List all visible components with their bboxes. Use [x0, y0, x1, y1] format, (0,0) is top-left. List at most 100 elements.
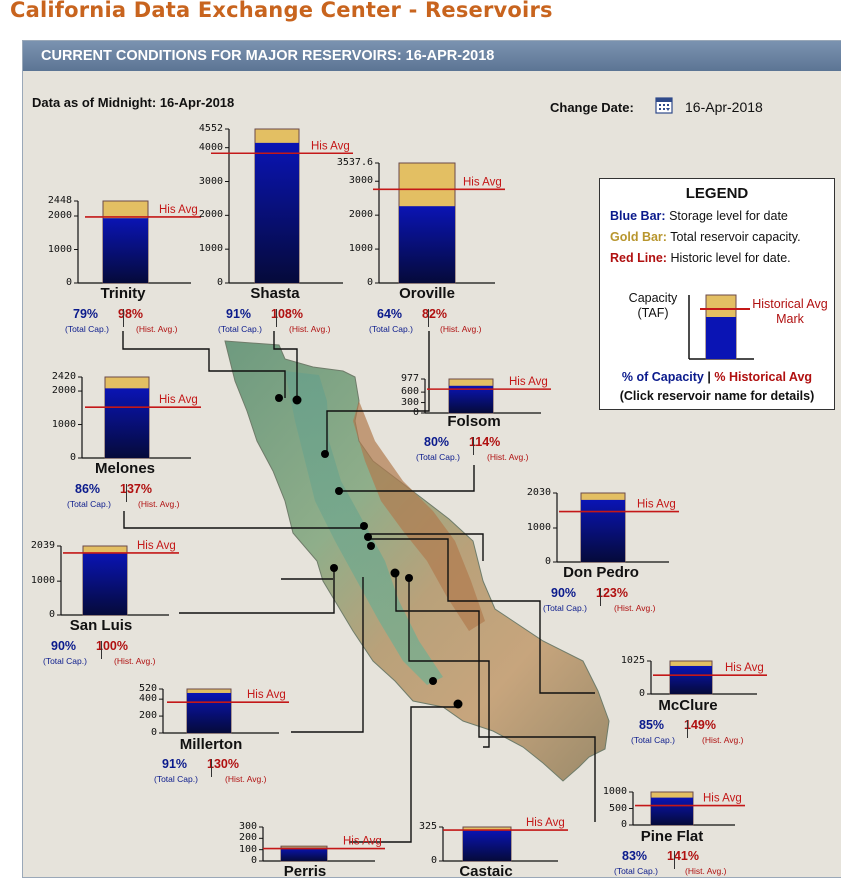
melones-total-cap-label: (Total Cap.) [67, 499, 111, 509]
perris-tick-label: 200 [238, 832, 257, 844]
castaic-name[interactable]: Castaic [459, 863, 513, 878]
castaic-chart: His Avg [439, 817, 568, 862]
mcclure-total-cap-label: (Total Cap.) [631, 735, 675, 745]
millerton-tick-label: 520 [138, 683, 157, 694]
sierra-nevada [353, 401, 485, 631]
pine-flat-tick-label: 500 [608, 802, 627, 814]
pine-flat-his-avg-label: His Avg [703, 793, 742, 805]
shasta-storage-bar [255, 142, 299, 283]
legend-title: LEGEND [685, 185, 749, 202]
folsom-tick-label: 0 [412, 407, 419, 418]
legend-percent-keys: % of Capacity | % Historical Avg [600, 370, 834, 384]
trinity-pct-capacity: 79% [73, 307, 99, 321]
san-luis-divider [101, 641, 102, 659]
melones-tick-label: 1000 [51, 418, 76, 430]
mcclure-hist-avg-label: (Hist. Avg.) [702, 735, 744, 745]
mcclure-divider [687, 720, 688, 738]
millerton-hist-avg-label: (Hist. Avg.) [225, 774, 267, 784]
castaic-his-avg-label: His Avg [526, 817, 565, 829]
mcclure-tick-label: 1025 [620, 655, 645, 666]
melones-tick-label: 2000 [51, 385, 76, 397]
oroville-storage-bar [399, 206, 455, 283]
mcclure-name[interactable]: McClure [658, 697, 718, 714]
san-luis-total-cap-label: (Total Cap.) [43, 656, 87, 666]
trinity-hist-avg-label: (Hist. Avg.) [136, 324, 178, 334]
oroville-chart: His Avg [373, 162, 505, 284]
millerton-storage-bar [187, 692, 231, 733]
oroville-name[interactable]: Oroville [399, 285, 455, 302]
millerton-pct-historical: 130% [207, 757, 239, 771]
folsom-chart: His Avg [421, 376, 551, 414]
legend-capacity-label: Capacity (TAF) [628, 291, 678, 320]
california-map: His Avg His Avg His Avg His Avg His Avg His A… [57, 128, 767, 862]
folsom-hist-avg-label: (Hist. Avg.) [487, 452, 529, 462]
data-as-of: Data as of Midnight: 16-Apr-2018 [32, 95, 235, 110]
oroville-total-cap-label: (Total Cap.) [369, 324, 413, 334]
san-luis-tick-label: 2039 [30, 540, 55, 551]
melones-storage-bar [105, 388, 149, 458]
don-pedro-tick-label: 2030 [526, 487, 551, 498]
trinity-tick-label: 1000 [47, 243, 72, 255]
legend-pct-capacity: % of Capacity [621, 370, 704, 384]
legend-gold-key: Gold Bar: [610, 230, 667, 244]
mcclure-pct-historical: 149% [684, 718, 716, 732]
folsom-his-avg-label: His Avg [509, 376, 548, 388]
melones-hist-avg-label: (Hist. Avg.) [138, 499, 180, 509]
shasta-tick-label: 1000 [198, 243, 223, 255]
folsom-tick-label: 977 [400, 373, 419, 384]
shasta-name[interactable]: Shasta [250, 285, 300, 302]
perris-name[interactable]: Perris [283, 863, 327, 878]
don-pedro-pct-capacity: 90% [551, 586, 577, 600]
perris-tick-label: 100 [238, 843, 257, 855]
perris-chart: His Avg [259, 826, 385, 862]
legend-sample-bar [688, 294, 754, 360]
pine-flat-tick-label: 0 [620, 819, 627, 830]
san-luis-hist-avg-label: (Hist. Avg.) [114, 656, 156, 666]
folsom-name[interactable]: Folsom [447, 413, 501, 430]
calendar-icon[interactable] [655, 96, 673, 114]
san-luis-tick-label: 0 [48, 609, 55, 620]
trinity-storage-bar [103, 218, 148, 283]
shasta-tick-label: 3000 [198, 175, 223, 187]
pine-flat-total-cap-label: (Total Cap.) [614, 866, 658, 876]
melones-his-avg-label: His Avg [159, 394, 198, 406]
legend-blue-row: Blue Bar: Storage level for date [610, 209, 788, 223]
melones-name[interactable]: Melones [94, 460, 156, 477]
oroville-divider [428, 309, 429, 327]
shasta-total-cap-label: (Total Cap.) [218, 324, 262, 334]
trinity-pct-historical: 98% [118, 307, 144, 321]
folsom-pct-historical: 114% [469, 435, 501, 449]
pine-flat-pct-capacity: 83% [622, 849, 648, 863]
change-date-value[interactable]: 16-Apr-2018 [685, 99, 763, 115]
don-pedro-name[interactable]: Don Pedro [563, 564, 639, 581]
pine-flat-name[interactable]: Pine Flat [640, 828, 704, 845]
legend-red-text: Historic level for date. [670, 251, 791, 265]
mcclure-his-avg-label: His Avg [725, 662, 764, 674]
don-pedro-hist-avg-label: (Hist. Avg.) [614, 603, 656, 613]
san-luis-name[interactable]: San Luis [69, 617, 133, 634]
shasta-divider [276, 309, 277, 327]
panel-header: CURRENT CONDITIONS FOR MAJOR RESERVOIRS:… [23, 41, 841, 71]
millerton-tick-label: 400 [138, 693, 157, 705]
mcclure-chart: His Avg [647, 660, 767, 695]
melones-tick-label: 0 [69, 452, 76, 463]
san-luis-chart: His Avg [57, 540, 179, 616]
oroville-pct-historical: 82% [422, 307, 448, 321]
oroville-pct-capacity: 64% [377, 307, 403, 321]
trinity-name[interactable]: Trinity [100, 285, 146, 302]
don-pedro-storage-bar [581, 499, 625, 562]
trinity-tick-label: 2000 [47, 210, 72, 221]
oroville-tick-label: 1000 [348, 243, 373, 255]
shasta-tick-label: 4000 [198, 141, 223, 153]
millerton-pct-capacity: 91% [162, 757, 188, 771]
chart-labels: 2448 2000 1000 0 Trinity 79% 98% (Total Cap.) (H… [23, 41, 841, 878]
don-pedro-tick-label: 1000 [526, 522, 551, 533]
legend-red-key: Red Line: [610, 251, 667, 265]
oroville-tick-label: 3000 [348, 175, 373, 187]
legend-separator: | [707, 370, 711, 384]
san-luis-pct-historical: 100% [96, 639, 128, 653]
legend-box: LEGEND Blue Bar: Storage level for date … [599, 178, 835, 410]
melones-pct-historical: 137% [120, 482, 152, 496]
millerton-name[interactable]: Millerton [179, 736, 243, 753]
perris-his-avg-label: His Avg [343, 836, 382, 848]
